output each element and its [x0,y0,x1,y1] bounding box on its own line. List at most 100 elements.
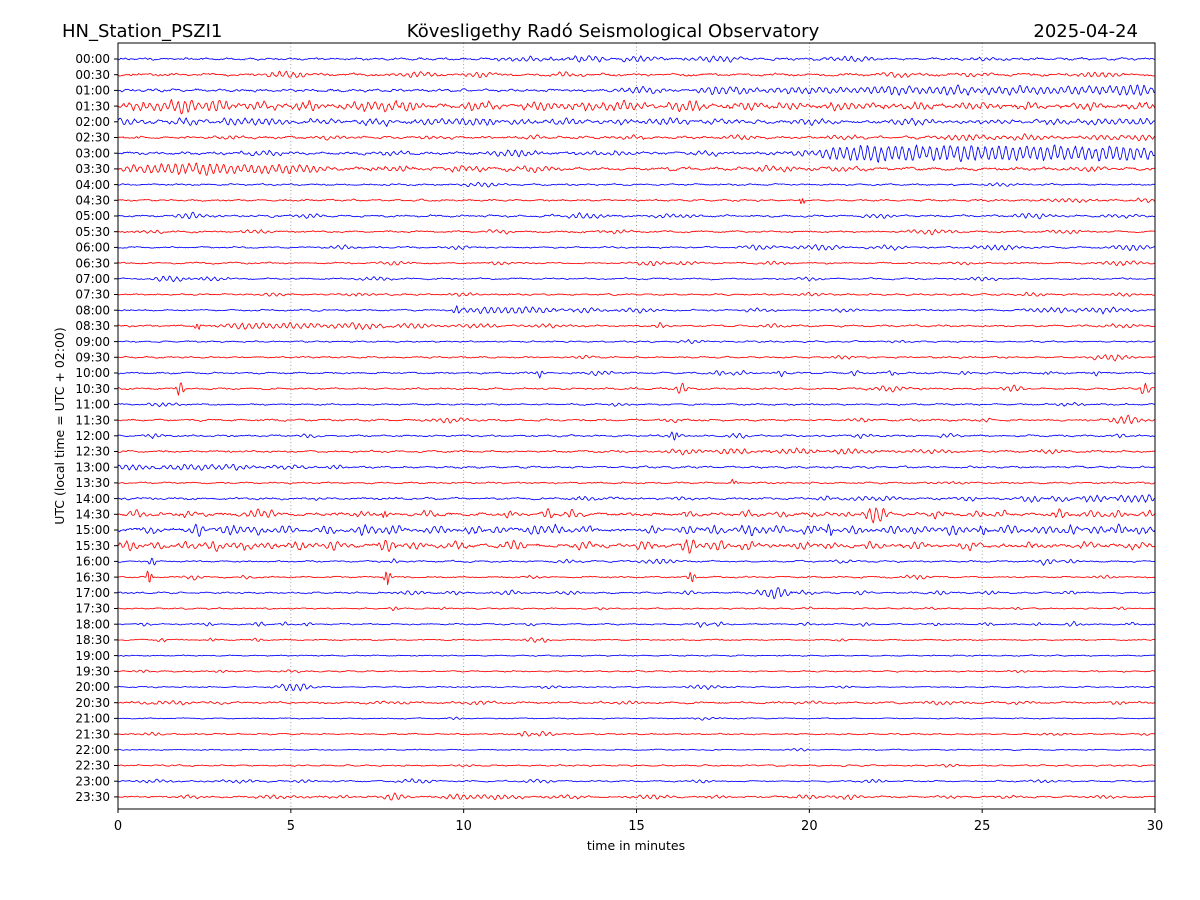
traces [118,55,1155,801]
gridlines [290,43,983,809]
y-tick-label: 09:00 [75,335,110,349]
y-tick-label: 13:00 [75,460,110,474]
y-tick-label: 23:30 [75,790,110,804]
y-tick-label: 08:30 [75,319,110,333]
y-tick-label: 11:00 [75,398,110,412]
trace-row-0830 [118,321,1155,331]
trace-row-1330 [118,478,1155,485]
trace-row-1230 [118,447,1155,456]
y-tick-label: 20:00 [75,680,110,694]
trace-row-0300 [118,144,1155,163]
trace-row-1130 [118,414,1155,425]
y-tick-label: 00:00 [75,52,110,66]
trace-row-2030 [118,700,1155,706]
y-tick-label: 17:00 [75,586,110,600]
y-tick-label: 12:30 [75,445,110,459]
y-tick-label: 19:30 [75,665,110,679]
date-label: 2025-04-24 [1033,21,1138,42]
trace-row-0400 [118,181,1155,188]
y-tick-label: 00:30 [75,68,110,82]
y-tick-label: 17:30 [75,602,110,616]
x-tick-label: 10 [455,819,472,834]
x-tick-label: 20 [801,819,818,834]
x-axis-ticks [117,809,1156,813]
y-tick-label: 05:00 [75,209,110,223]
y-tick-label: 15:30 [75,539,110,553]
trace-row-1930 [118,669,1155,674]
trace-row-2330 [118,792,1155,801]
y-tick-label: 18:30 [75,633,110,647]
x-tick-label: 25 [974,819,991,834]
trace-row-0800 [118,305,1155,315]
trace-row-1830 [118,637,1155,643]
x-tick-label: 15 [628,819,645,834]
x-tick-labels: 0 5 10 15 20 25 30 [114,819,1163,834]
y-tick-label: 07:00 [75,272,110,286]
x-tick-label: 0 [114,819,122,834]
trace-row-0900 [118,339,1155,345]
y-tick-label: 14:30 [75,508,110,522]
y-tick-label: 19:00 [75,649,110,663]
trace-row-0730 [118,291,1155,297]
trace-row-0630 [118,260,1155,267]
trace-row-1400 [118,494,1155,503]
trace-row-1200 [118,431,1155,441]
trace-row-1700 [118,587,1155,599]
y-tick-label: 04:00 [75,178,110,192]
trace-row-0330 [118,162,1155,176]
trace-row-0600 [118,244,1155,252]
station-title: HN_Station_PSZI1 [62,21,222,42]
figure-title: Kövesligethy Radó Seismological Observat… [407,21,820,42]
trace-row-0530 [118,228,1155,236]
trace-row-0130 [118,99,1155,115]
y-tick-label: 10:30 [75,382,110,396]
y-tick-label: 08:00 [75,303,110,317]
y-tick-label: 22:30 [75,759,110,773]
y-tick-label: 03:30 [75,162,110,176]
trace-row-0700 [118,275,1155,283]
y-tick-label: 21:30 [75,727,110,741]
y-tick-label: 03:00 [75,146,110,160]
trace-row-1630 [118,570,1155,586]
trace-row-2200 [118,747,1155,752]
trace-row-0430 [118,197,1155,204]
y-tick-label: 16:30 [75,570,110,584]
y-tick-label: 12:00 [75,429,110,443]
y-axis-ticks [114,58,118,798]
trace-row-1730 [118,606,1155,612]
x-axis-label: time in minutes [587,838,685,853]
trace-row-1000 [118,369,1155,379]
y-tick-label: 06:00 [75,241,110,255]
y-tick-label: 02:30 [75,131,110,145]
y-tick-label: 21:00 [75,712,110,726]
y-tick-label: 07:30 [75,288,110,302]
trace-row-0930 [118,354,1155,362]
trace-row-0230 [118,133,1155,142]
trace-row-1030 [118,382,1155,396]
trace-row-2130 [118,730,1155,737]
y-tick-label: 20:30 [75,696,110,710]
y-tick-label: 01:30 [75,99,110,113]
y-tick-label: 04:30 [75,194,110,208]
y-tick-label: 01:00 [75,84,110,98]
y-tick-label: 15:00 [75,523,110,537]
trace-row-1300 [118,463,1155,471]
plot-border [117,42,1156,810]
trace-row-1800 [118,620,1155,628]
trace-row-2300 [118,778,1155,784]
trace-row-1500 [118,523,1155,537]
y-tick-label: 18:00 [75,617,110,631]
y-axis-label: UTC (local time = UTC + 02:00) [52,327,67,525]
trace-row-1900 [118,654,1155,657]
trace-row-0100 [118,84,1155,96]
x-tick-label: 30 [1147,819,1164,834]
trace-row-0030 [118,70,1155,79]
y-tick-label: 13:30 [75,476,110,490]
trace-row-2000 [118,683,1155,692]
trace-row-0000 [118,55,1155,63]
y-tick-label: 11:30 [75,413,110,427]
y-tick-label: 02:00 [75,115,110,129]
